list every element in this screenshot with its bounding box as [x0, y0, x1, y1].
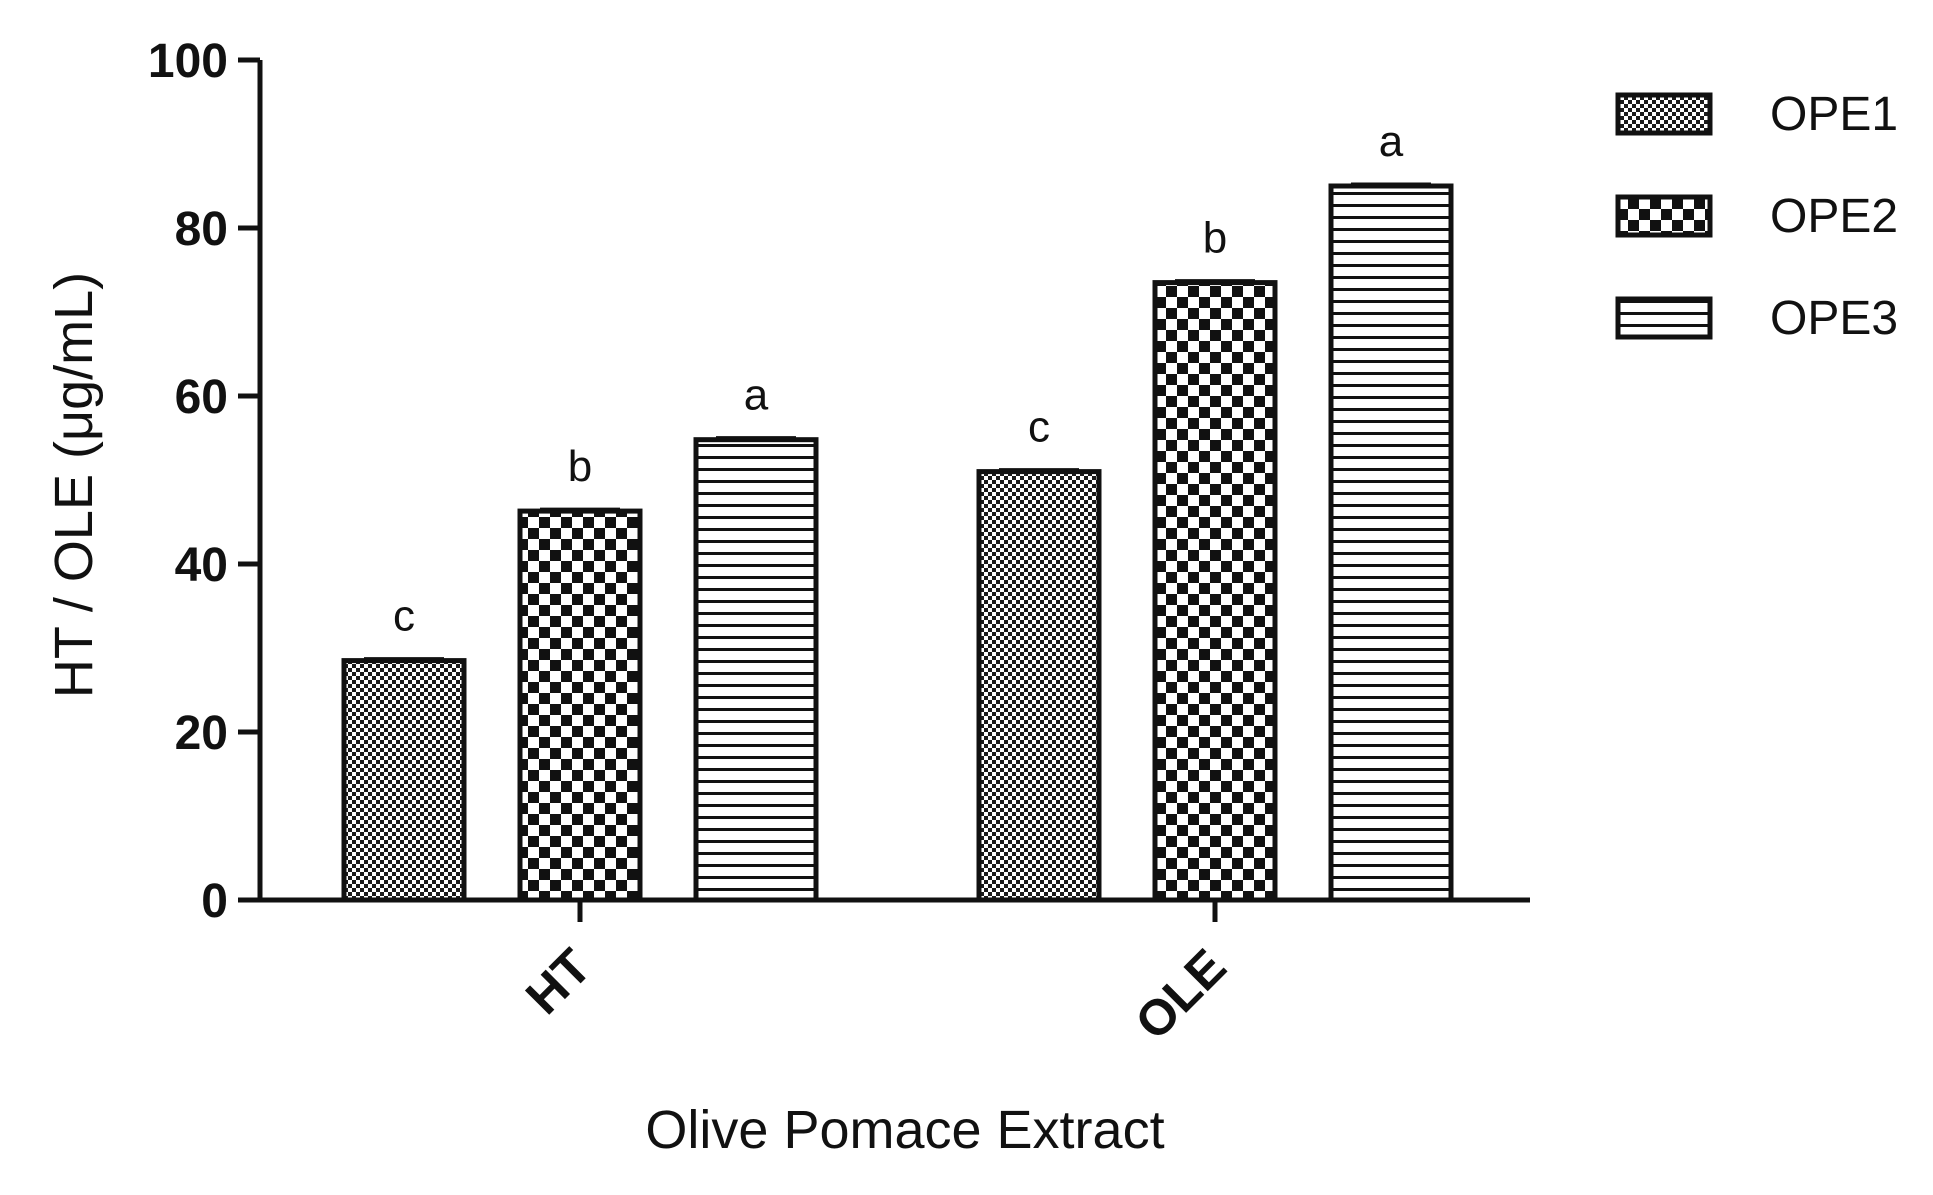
- significance-label: b: [568, 442, 592, 491]
- bar-ope1-ole: [976, 469, 1102, 903]
- x-axis: HT OLE: [238, 897, 1530, 1050]
- bars: [341, 182, 1454, 903]
- y-axis-title: HT / OLE (μg/mL): [44, 272, 104, 698]
- y-tick-label: 60: [175, 371, 228, 424]
- bar-ope2-ht: [517, 508, 643, 903]
- significance-label: c: [393, 592, 415, 641]
- legend: OPE1 OPE2 OPE3: [1615, 88, 1898, 345]
- y-tick-label: 80: [175, 203, 228, 256]
- significance-label: a: [1379, 117, 1404, 166]
- legend-label-ope3: OPE3: [1770, 292, 1898, 345]
- y-tick-label: 20: [175, 707, 228, 760]
- bar-ope2-ole: [1152, 280, 1278, 903]
- x-category-label: OLE: [1124, 938, 1236, 1050]
- y-tick-label: 40: [175, 539, 228, 592]
- bar-ope3-ht: [693, 437, 819, 903]
- legend-label-ope1: OPE1: [1770, 88, 1898, 141]
- x-category-label: HT: [515, 938, 602, 1025]
- bar-ope3-ole: [1328, 183, 1454, 903]
- legend-label-ope2: OPE2: [1770, 190, 1898, 243]
- y-tick-label: 100: [148, 35, 228, 88]
- y-tick-label: 0: [201, 875, 228, 928]
- legend-swatch-ope3: [1615, 296, 1713, 340]
- significance-labels: c b a c b a: [393, 117, 1404, 641]
- significance-label: a: [744, 371, 769, 420]
- bar-ope1-ht: [341, 658, 467, 903]
- x-axis-title: Olive Pomace Extract: [645, 1100, 1164, 1160]
- significance-label: c: [1028, 403, 1050, 452]
- legend-swatch-ope2: [1615, 194, 1713, 238]
- significance-label: b: [1203, 214, 1227, 263]
- legend-swatch-ope1: [1615, 92, 1713, 136]
- y-axis: 0 20 40 60 80 100: [148, 35, 263, 928]
